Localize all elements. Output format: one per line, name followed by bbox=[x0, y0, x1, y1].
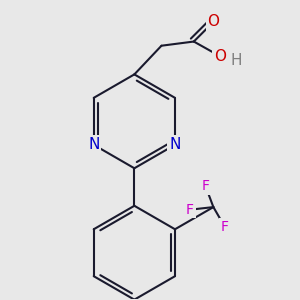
Text: H: H bbox=[231, 53, 242, 68]
Text: F: F bbox=[186, 203, 194, 217]
Text: O: O bbox=[208, 14, 220, 29]
Text: N: N bbox=[88, 137, 99, 152]
Text: F: F bbox=[221, 220, 229, 234]
Text: O: O bbox=[214, 49, 226, 64]
Text: F: F bbox=[202, 179, 210, 193]
Text: N: N bbox=[169, 137, 181, 152]
